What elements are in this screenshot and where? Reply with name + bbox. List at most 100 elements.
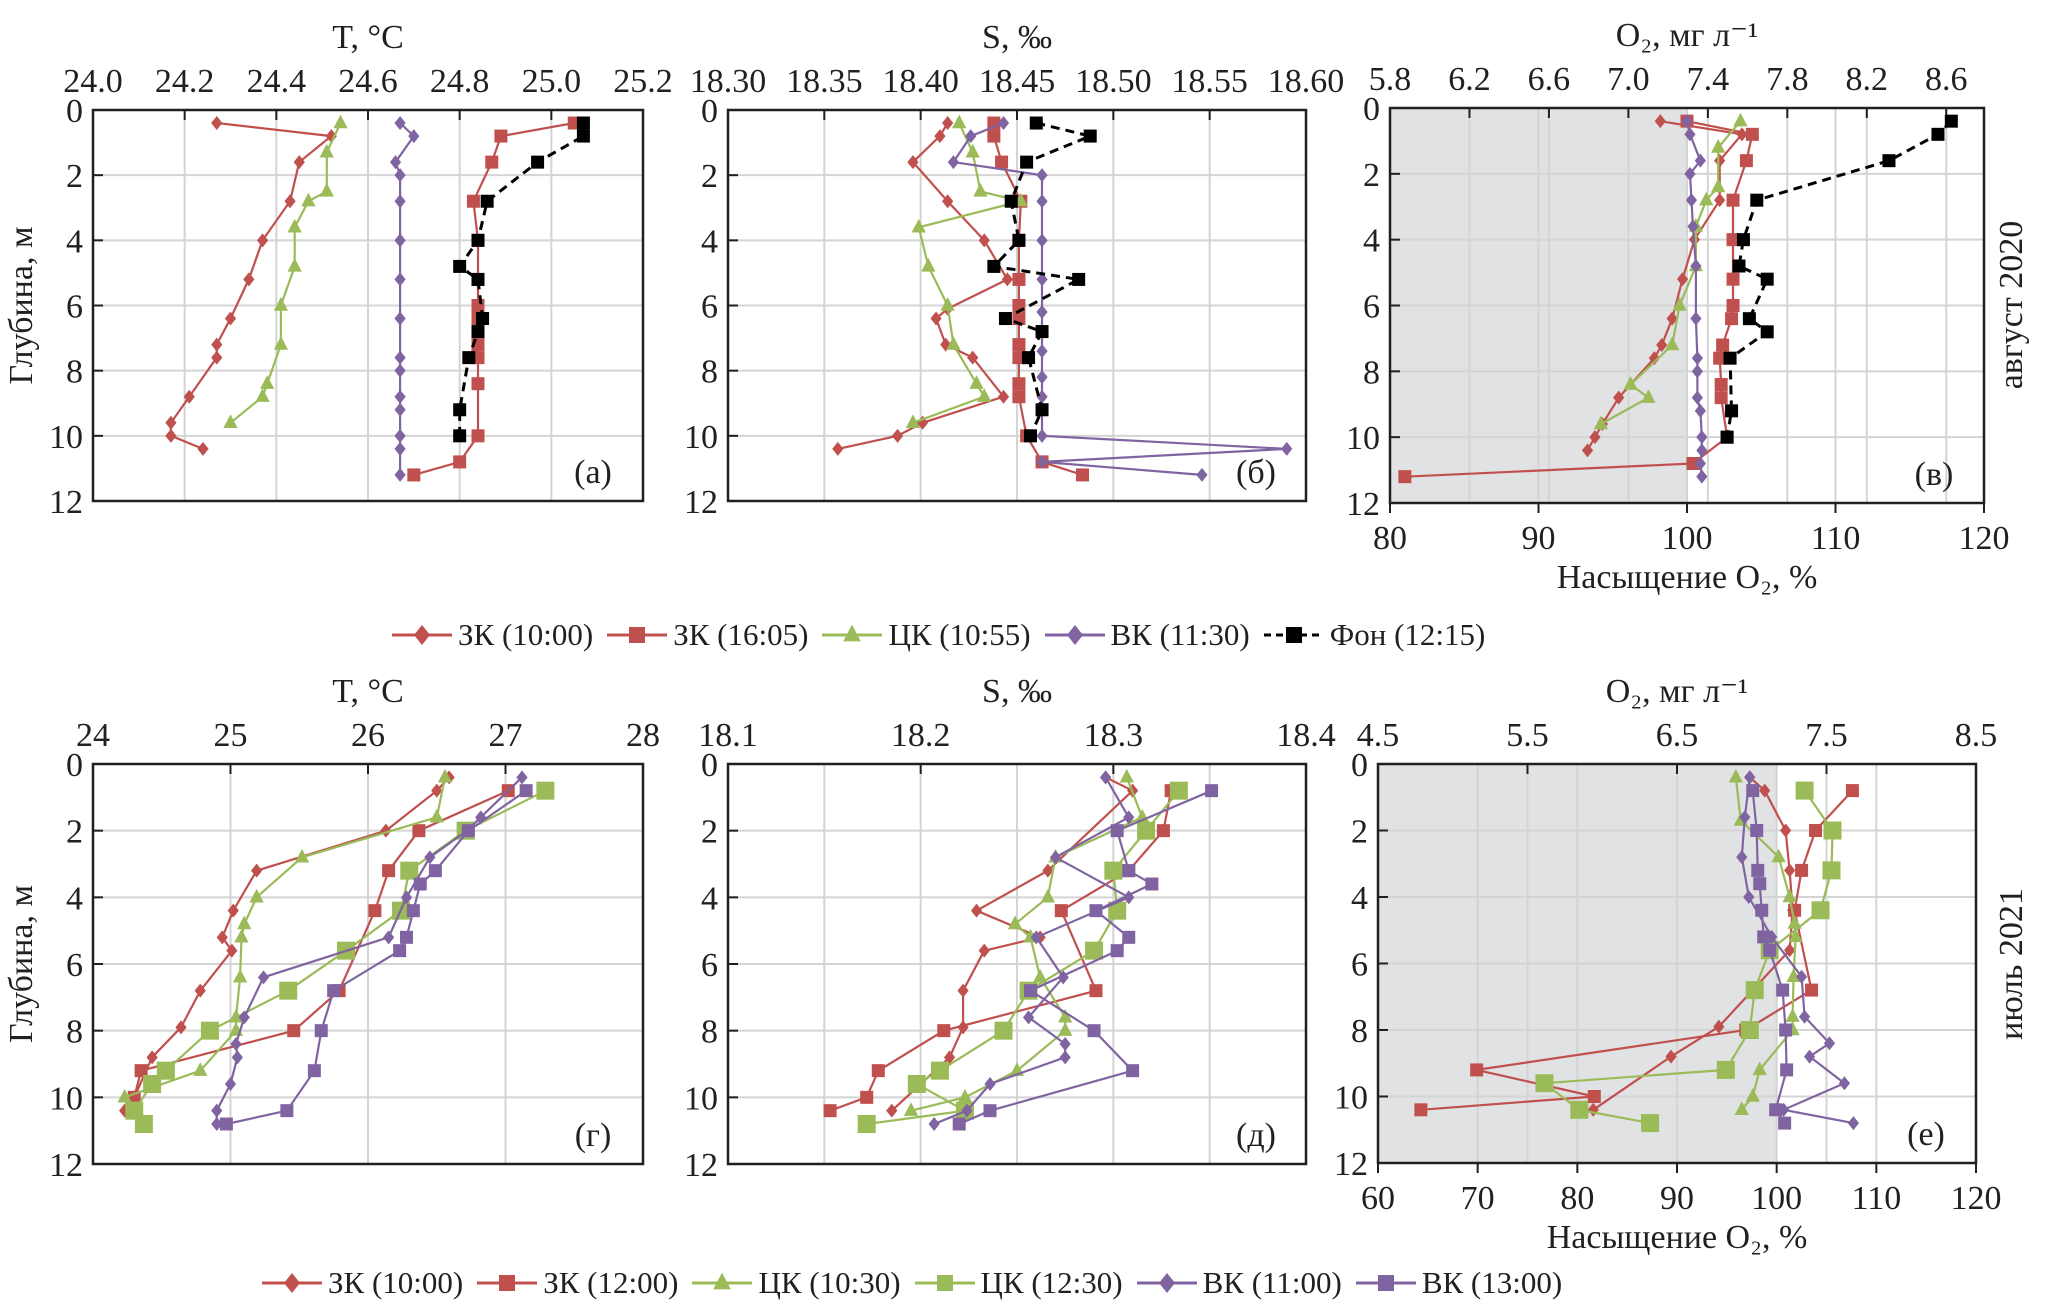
y-tick-label: 10 xyxy=(1334,1080,1368,1117)
data-point xyxy=(428,864,442,878)
marker-diamond xyxy=(1066,625,1083,645)
data-point xyxy=(408,129,420,144)
data-point xyxy=(984,1077,996,1091)
data-point xyxy=(412,824,426,838)
data-point xyxy=(424,850,436,865)
series-вк-11-00- xyxy=(928,770,1135,1131)
data-point xyxy=(1684,166,1696,181)
data-point xyxy=(1745,1088,1760,1102)
data-point xyxy=(1042,863,1054,878)
y-tick-label: 10 xyxy=(684,419,718,456)
data-point xyxy=(1035,403,1049,417)
data-point xyxy=(237,915,252,930)
data-point xyxy=(471,325,485,339)
top-x-tick-label: 6.6 xyxy=(1528,61,1571,98)
y-tick-label: 4 xyxy=(1351,880,1368,917)
data-point xyxy=(146,1050,158,1065)
top-x-axis-title: O₂, мг л⁻¹ xyxy=(1616,17,1758,54)
series-вк-11-30- xyxy=(947,116,1293,482)
data-point xyxy=(1782,888,1797,903)
data-point xyxy=(1593,415,1609,430)
data-point xyxy=(1686,457,1700,470)
data-point xyxy=(193,1062,208,1076)
data-point xyxy=(1470,1063,1484,1077)
y-tick-label: 8 xyxy=(66,354,83,391)
series-line xyxy=(958,789,1213,1126)
top-x-tick-label: 24.6 xyxy=(338,63,398,100)
series-line xyxy=(990,121,1096,437)
data-point xyxy=(1739,810,1751,825)
data-point xyxy=(1694,456,1706,471)
data-point xyxy=(400,890,413,905)
data-point xyxy=(1726,272,1740,286)
data-point xyxy=(1672,297,1687,311)
gridlines xyxy=(728,764,1306,1164)
series-зк-10-00- xyxy=(165,116,337,456)
data-point xyxy=(967,350,979,365)
data-point xyxy=(1589,430,1601,445)
data-point xyxy=(1665,336,1680,351)
data-point xyxy=(1126,1064,1140,1078)
data-point xyxy=(1780,823,1792,838)
data-point xyxy=(368,904,382,918)
data-point xyxy=(576,129,590,143)
data-point xyxy=(256,233,269,248)
y-tick-label: 2 xyxy=(1363,157,1380,194)
series-line xyxy=(933,776,1132,1126)
series-зк-16-05- xyxy=(987,116,1090,482)
data-point xyxy=(921,257,936,272)
data-point xyxy=(978,233,990,248)
data-point xyxy=(978,943,990,958)
data-point xyxy=(1690,259,1702,273)
data-point xyxy=(1823,821,1842,840)
series-фон-12-15- xyxy=(987,116,1097,443)
legend-item: ВК (11:30) xyxy=(1044,617,1250,653)
marker-diamond xyxy=(414,625,430,645)
data-point xyxy=(1685,193,1698,208)
data-point xyxy=(823,1104,837,1118)
data-point xyxy=(970,903,983,918)
data-point xyxy=(1736,850,1748,865)
y-tick-label: 4 xyxy=(701,880,718,917)
y-tick-label: 2 xyxy=(1351,814,1368,851)
data-point xyxy=(333,114,348,129)
data-point xyxy=(232,968,248,983)
data-point xyxy=(1728,768,1743,783)
data-point xyxy=(1110,944,1124,958)
top-x-tick-label: 4.5 xyxy=(1357,717,1400,754)
data-point xyxy=(531,155,545,169)
y-tick-label: 8 xyxy=(701,354,718,391)
data-point xyxy=(1713,1019,1725,1034)
data-point xyxy=(1032,968,1048,983)
data-point xyxy=(1743,890,1755,904)
data-point xyxy=(293,155,305,170)
data-point xyxy=(1759,783,1771,798)
data-point xyxy=(211,116,223,131)
data-point xyxy=(1681,114,1693,129)
top-x-tick-label: 18.2 xyxy=(891,717,951,754)
data-point xyxy=(394,389,406,404)
data-point xyxy=(857,1115,876,1133)
data-point xyxy=(1822,861,1841,880)
y-tick-label: 4 xyxy=(701,223,718,260)
top-x-tick-label: 25.0 xyxy=(522,63,582,100)
top-x-tick-label: 24 xyxy=(76,717,110,754)
data-point xyxy=(1058,1022,1073,1036)
data-point xyxy=(284,194,296,209)
y-tick-label: 6 xyxy=(66,289,83,326)
legend-item: ЗК (12:00) xyxy=(477,1265,678,1301)
data-point xyxy=(997,389,1010,404)
data-point xyxy=(143,1075,162,1093)
y-tick-label: 4 xyxy=(1363,223,1380,260)
top-x-tick-label: 18.1 xyxy=(698,717,758,754)
data-point xyxy=(1004,194,1018,208)
data-point xyxy=(1726,233,1740,247)
data-point xyxy=(394,116,406,131)
series-фон-12-15- xyxy=(1720,114,1958,444)
data-point xyxy=(1736,233,1750,247)
data-point xyxy=(1798,1009,1811,1024)
data-point xyxy=(1740,1021,1759,1039)
data-point xyxy=(287,1024,301,1038)
data-point xyxy=(382,864,396,878)
data-point xyxy=(1691,364,1703,379)
